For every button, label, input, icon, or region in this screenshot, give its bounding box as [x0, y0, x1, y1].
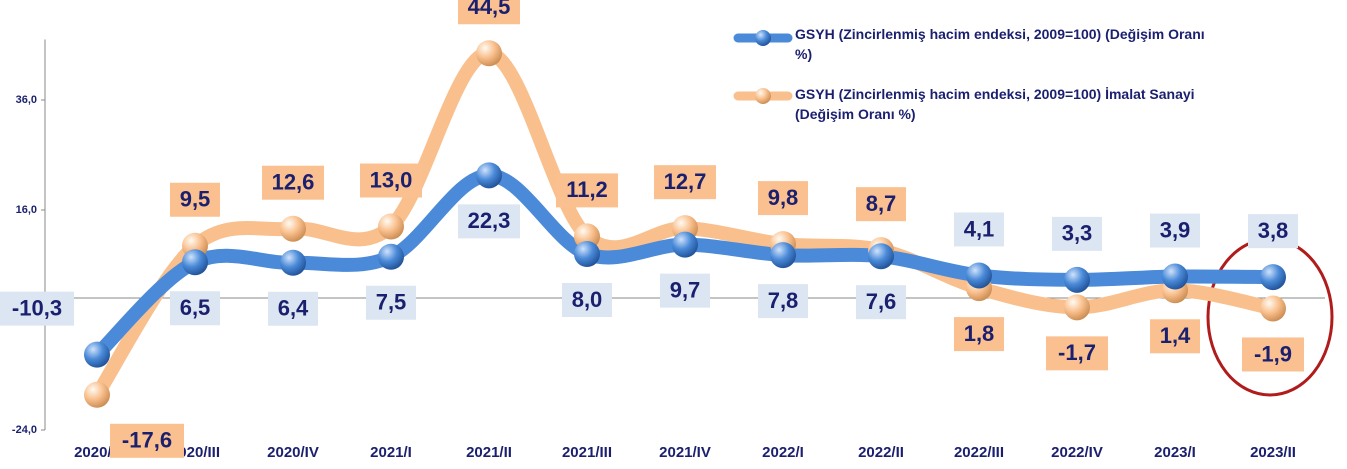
data-label: 6,5 [180, 295, 211, 320]
y-tick-label: 36,0 [16, 94, 37, 106]
data-label-box [562, 283, 612, 317]
y-tick-label: 16,0 [16, 204, 37, 216]
data-label-box [758, 284, 808, 319]
data-label: 3,9 [1160, 217, 1191, 242]
data-label-box [1046, 336, 1108, 371]
legend-label: GSYH (Zincirlenmiş hacim endeksi, 2009=1… [795, 86, 1195, 122]
data-point [378, 243, 404, 270]
data-label-box [1052, 216, 1102, 251]
data-label-box [660, 273, 710, 308]
data-point [672, 231, 698, 258]
data-label-box [1248, 214, 1298, 249]
data-point [476, 40, 502, 67]
data-label: -1,7 [1058, 340, 1096, 365]
data-label: 13,0 [370, 167, 413, 192]
x-tick-label: 2020/II [74, 444, 120, 461]
data-label: 7,5 [376, 290, 407, 315]
data-label: 1,4 [1160, 323, 1191, 348]
data-label-box [556, 173, 618, 208]
data-label-box [1242, 337, 1304, 372]
data-label: 8,7 [866, 191, 897, 216]
data-label: -17,6 [122, 428, 172, 453]
data-label: 7,6 [866, 289, 897, 314]
data-label: 12,6 [272, 170, 315, 195]
data-label-box [0, 291, 74, 326]
data-point [84, 381, 110, 408]
data-label-box [1150, 319, 1200, 354]
data-label-box [110, 423, 184, 458]
data-label-box [458, 204, 520, 239]
data-label: 22,3 [468, 208, 511, 233]
x-tick-label: 2022/I [762, 444, 804, 461]
data-label-box [170, 182, 220, 217]
legend-marker [755, 88, 771, 104]
data-label-box [856, 187, 906, 222]
data-label-box [360, 163, 422, 198]
data-point [182, 249, 208, 276]
data-point [280, 249, 306, 276]
data-label: 1,8 [964, 321, 995, 346]
data-label: 9,5 [180, 187, 211, 212]
x-tick-label: 2022/III [954, 444, 1004, 461]
x-tick-label: 2023/II [1250, 444, 1296, 461]
x-tick-label: 2022/II [858, 444, 904, 461]
data-label-box [268, 291, 318, 326]
data-label: 44,5 [468, 0, 511, 19]
data-label-box [654, 165, 716, 200]
x-tick-label: 2023/I [1154, 444, 1196, 461]
data-label: 6,4 [278, 296, 309, 321]
x-tick-label: 2021/III [562, 444, 612, 461]
data-label: 3,3 [1062, 221, 1093, 246]
data-label-box [262, 165, 324, 200]
data-label: 4,1 [964, 216, 995, 241]
data-point [770, 242, 796, 269]
legend-marker [755, 30, 771, 46]
data-label-box [1150, 213, 1200, 248]
data-point [1260, 264, 1286, 291]
data-label: 3,8 [1258, 218, 1289, 243]
data-point [1260, 295, 1286, 322]
data-label-box [458, 0, 520, 25]
x-tick-label: 2020/IV [267, 444, 319, 461]
data-point [574, 241, 600, 267]
y-tick-label: -24,0 [12, 424, 37, 436]
data-label-box [366, 285, 416, 320]
data-label: 12,7 [664, 169, 707, 194]
x-tick-label: 2021/I [370, 444, 412, 461]
data-label-box [954, 317, 1004, 352]
x-tick-label: 2021/II [466, 444, 512, 461]
data-label-box [170, 291, 220, 326]
data-point [280, 215, 306, 242]
data-point [1064, 266, 1090, 293]
data-label: -10,3 [12, 295, 62, 320]
data-label-box [758, 181, 808, 216]
data-label: 7,8 [768, 288, 799, 313]
data-point [84, 341, 110, 368]
series-line [90, 168, 1280, 362]
data-label-box [856, 285, 906, 320]
data-point [1162, 263, 1188, 290]
data-point [378, 213, 404, 240]
data-label-box [954, 212, 1004, 247]
data-point [868, 243, 894, 270]
data-point [1064, 294, 1090, 321]
data-label: 9,7 [670, 277, 701, 302]
data-label: 9,8 [768, 185, 799, 210]
data-label: -1,9 [1254, 341, 1292, 366]
data-label: 8,0 [572, 287, 603, 312]
x-tick-label: 2022/IV [1051, 444, 1103, 461]
data-point [966, 262, 992, 289]
legend-label: GSYH (Zincirlenmiş hacim endeksi, 2009=1… [795, 26, 1205, 62]
x-tick-label: 2021/IV [659, 444, 711, 461]
data-label: 11,2 [566, 177, 608, 202]
data-point [476, 162, 502, 189]
